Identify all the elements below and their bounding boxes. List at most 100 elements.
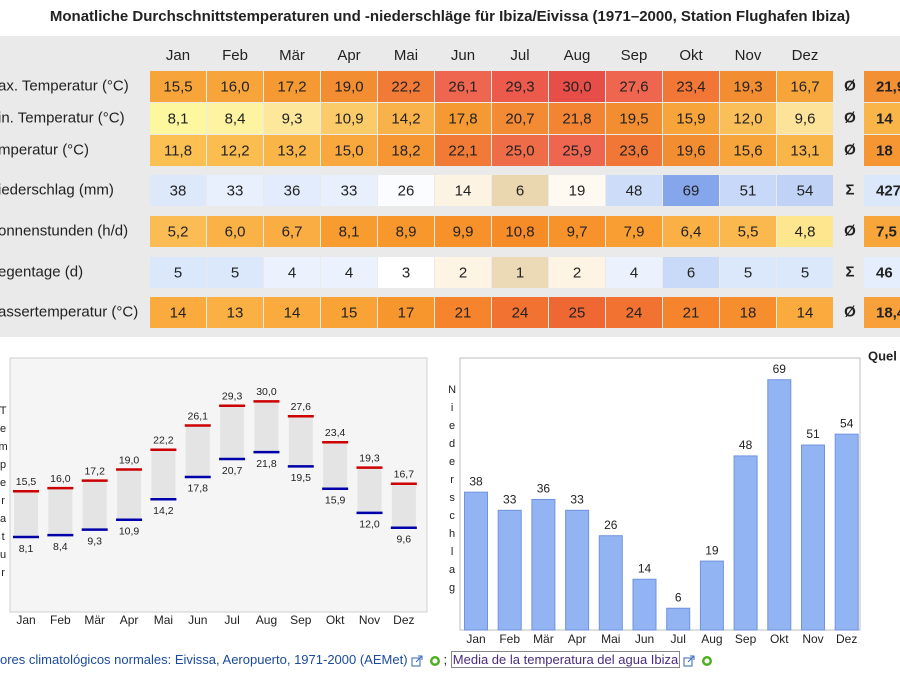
cell: [492, 257, 548, 288]
min-label: 10,9: [119, 525, 140, 537]
cell: [663, 71, 719, 102]
cell: [207, 257, 263, 288]
cell-value: 5: [744, 264, 752, 281]
cell: [264, 135, 320, 166]
cell-value: 17,8: [448, 110, 477, 127]
source-link[interactable]: ores climatológicos normales: Eivissa, A…: [0, 652, 408, 667]
summary-cell: [864, 257, 900, 288]
cell: [663, 135, 719, 166]
cell-value: 19,3: [733, 78, 762, 95]
max-label: 23,4: [325, 427, 346, 439]
cell: [777, 216, 833, 247]
cell: [207, 71, 263, 102]
cell: [207, 103, 263, 134]
main: Monatliche Durchschnittstemperaturen und…: [0, 8, 900, 646]
range-box: [323, 442, 348, 489]
cell: [549, 216, 605, 247]
cell: [606, 103, 662, 134]
min-label: 17,8: [188, 483, 209, 495]
range-box: [357, 467, 382, 513]
footer: ores climatológicos normales: Eivissa, A…: [0, 651, 716, 668]
value-label: 69: [773, 362, 787, 376]
min-label: 15,9: [325, 494, 346, 506]
cell-value: 6: [516, 182, 524, 199]
max-label: 30,0: [256, 386, 277, 398]
value-label: 6: [675, 590, 682, 604]
cell-value: 15: [341, 304, 358, 321]
x-tick-label: Okt: [770, 632, 789, 646]
summary-value: 427: [876, 182, 900, 199]
cell: [378, 135, 434, 166]
summary-symbol: Σ: [845, 263, 854, 280]
status-icon: [702, 655, 713, 666]
x-tick-label: Feb: [50, 613, 71, 627]
row-label: iederschlag (mm): [0, 181, 114, 198]
cell: [264, 103, 320, 134]
cell-value: 9,7: [567, 223, 588, 240]
cell: [264, 216, 320, 247]
x-tick-label: Okt: [326, 613, 345, 627]
cell-value: 16,0: [220, 78, 249, 95]
column-header: Mär: [279, 47, 305, 64]
value-label: 48: [739, 438, 753, 452]
max-label: 15,5: [16, 476, 37, 488]
cell-value: 33: [227, 182, 244, 199]
cell-value: 6,0: [225, 223, 246, 240]
cell-value: 21: [455, 304, 472, 321]
cell: [549, 103, 605, 134]
min-label: 8,4: [53, 541, 68, 553]
column-header: Aug: [564, 47, 591, 64]
cell: [777, 175, 833, 206]
cell: [321, 175, 377, 206]
value-label: 33: [570, 492, 584, 506]
column-header: Dez: [792, 47, 819, 64]
cell: [321, 135, 377, 166]
cell-value: 18: [740, 304, 757, 321]
cell: [492, 216, 548, 247]
cell-value: 12,2: [220, 142, 249, 159]
cell-value: 14,2: [391, 110, 420, 127]
cell: [321, 216, 377, 247]
cell: [150, 297, 206, 328]
plot-area: [459, 357, 861, 631]
cell: [378, 175, 434, 206]
min-label: 19,5: [291, 472, 312, 484]
cell-value: 69: [683, 182, 700, 199]
range-box: [14, 491, 38, 538]
summary-symbol: Σ: [845, 181, 854, 198]
cell-value: 19,5: [619, 110, 648, 127]
value-label: 38: [469, 474, 483, 488]
summary-symbol: Ø: [844, 109, 856, 126]
column-header: Okt: [679, 47, 703, 64]
cell: [378, 257, 434, 288]
max-label: 16,0: [50, 473, 71, 485]
cell-value: 14: [455, 182, 472, 199]
summary-cell: [864, 135, 900, 166]
summary-value: 46: [876, 264, 893, 281]
cell: [549, 175, 605, 206]
cell: [378, 71, 434, 102]
bar: [699, 560, 724, 631]
cell-value: 17,2: [277, 78, 306, 95]
column-header: Sep: [621, 47, 648, 64]
source-link[interactable]: Media de la temperatura del agua Ibiza: [450, 651, 681, 668]
cell: [492, 135, 548, 166]
cell: [606, 135, 662, 166]
x-tick-label: Dez: [393, 613, 414, 627]
cell-value: 54: [797, 182, 814, 199]
cell: [549, 135, 605, 166]
x-tick-label: Jan: [466, 632, 485, 646]
row-label: in. Temperatur (°C): [0, 109, 125, 126]
min-label: 12,0: [359, 519, 380, 531]
value-label: 36: [537, 482, 551, 496]
range-box: [117, 469, 142, 520]
bar: [834, 433, 859, 631]
summary-value: 7,5: [876, 223, 897, 240]
cell: [378, 103, 434, 134]
x-tick-label: Mai: [154, 613, 173, 627]
cell: [606, 297, 662, 328]
cell-value: 19,6: [676, 142, 705, 159]
cell-value: 38: [170, 182, 187, 199]
cell: [549, 71, 605, 102]
value-label: 14: [638, 561, 652, 575]
